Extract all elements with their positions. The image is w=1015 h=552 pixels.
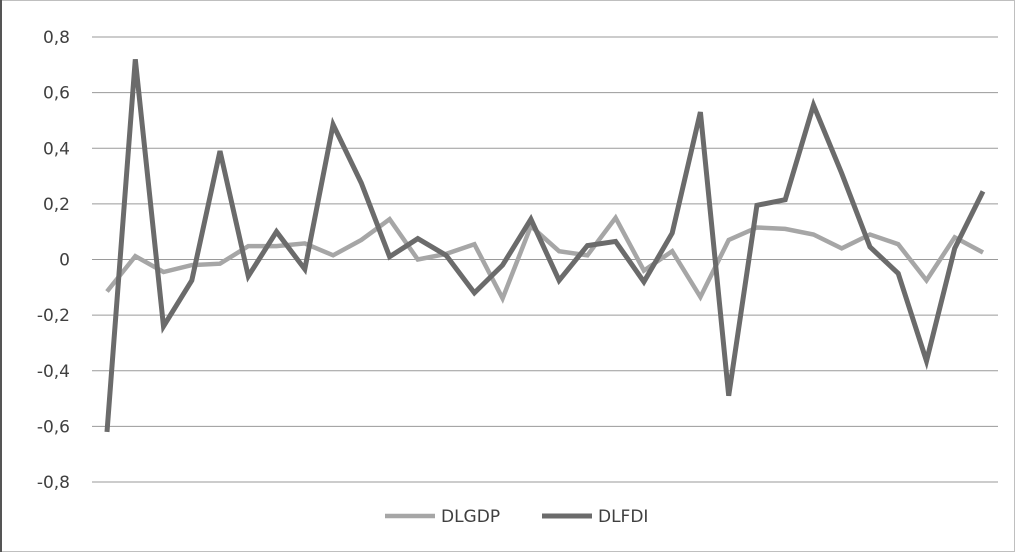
y-tick-label: -0,4 [37,362,70,382]
y-tick-label: -0,6 [37,417,70,437]
y-tick-label: 0,2 [43,195,70,215]
series-line-dlgdp [105,213,985,304]
y-tick-label: 0,6 [43,84,70,104]
legend-label-dlgdp: DLGDP [441,507,500,527]
chart-edge-left [0,0,2,552]
y-axis-tick-labels: 0,8 0,6 0,4 0,2 0 -0,2 -0,4 -0,6 -0,8 [37,28,70,493]
y-tick-label: 0,4 [43,139,70,159]
series-line-dlfdi [104,59,986,433]
y-tick-label: -0,2 [37,306,70,326]
series-layer [104,59,986,433]
y-tick-label: 0 [59,251,70,271]
y-tick-label: 0,8 [43,28,70,48]
legend: DLGDP DLFDI [385,507,648,527]
legend-label-dlfdi: DLFDI [598,507,648,527]
y-tick-label: -0,8 [37,473,70,493]
